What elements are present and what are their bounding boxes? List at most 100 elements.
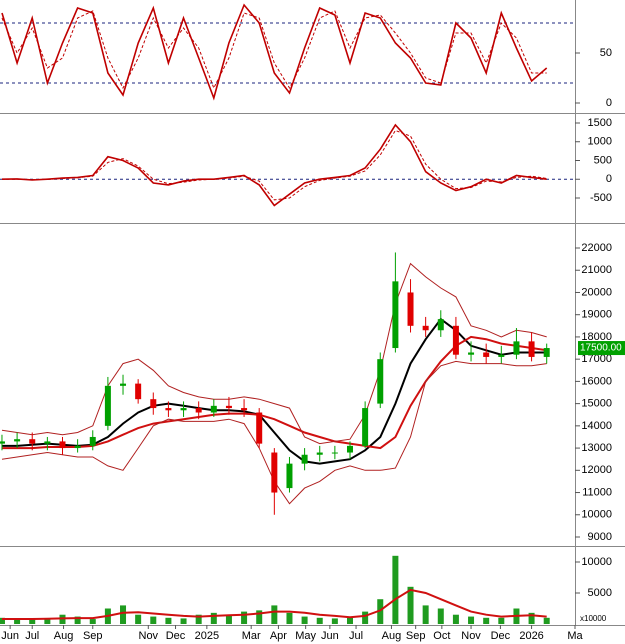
- volume-bar: [44, 618, 51, 625]
- candle-body: [29, 439, 36, 444]
- x-tick-label: Aug: [382, 630, 402, 642]
- volume-bar: [14, 619, 21, 625]
- candle-body: [377, 359, 384, 404]
- x-tick-label: Nov: [461, 630, 481, 642]
- x-tick-label: Mar: [242, 630, 261, 642]
- volume-ma-line: [2, 588, 547, 620]
- candle-body: [316, 452, 323, 455]
- y-tick-label: 11000: [582, 486, 612, 498]
- volume-bar: [74, 616, 81, 625]
- y-tick-label: 16000: [581, 375, 612, 387]
- candle-body: [0, 441, 5, 444]
- candle-body: [301, 454, 308, 464]
- volume-bar: [89, 619, 96, 625]
- candle-body: [165, 408, 172, 411]
- candle-body: [241, 408, 248, 411]
- y-tick-label: 21000: [581, 264, 612, 276]
- candle-body: [407, 292, 414, 326]
- volume-bar: [392, 555, 399, 625]
- overlay-line: [1, 262, 547, 445]
- volume-bar: [135, 614, 142, 625]
- volume-bar: [316, 617, 323, 625]
- volume-bar: [422, 605, 429, 625]
- volume-bar: [286, 612, 293, 625]
- candle-body: [468, 352, 475, 355]
- y-tick-label: 1000: [588, 136, 612, 148]
- y-tick-label: 13000: [581, 442, 612, 454]
- volume-bar: [407, 586, 414, 625]
- y-tick-label: 12000: [581, 464, 612, 476]
- x-tick-label: Dec: [491, 630, 511, 642]
- volume-bar: [346, 617, 353, 625]
- y-tick-label: 17000: [581, 353, 612, 365]
- candle-body: [392, 281, 399, 349]
- volume-bar: [377, 599, 384, 625]
- x-tick-label: Sep: [83, 630, 103, 642]
- candle-body: [256, 412, 263, 444]
- y-tick-label: 9000: [588, 531, 612, 543]
- y-tick-label: 10000: [581, 509, 612, 521]
- x-tick-label: Jul: [349, 630, 363, 642]
- series-line: [1, 123, 547, 207]
- volume-bar: [483, 617, 490, 625]
- volume-bar: [301, 616, 308, 625]
- candle-body: [286, 463, 293, 489]
- x-tick-label: Jul: [25, 630, 39, 642]
- volume-bar: [528, 612, 535, 625]
- x-tick-label: May: [295, 630, 316, 642]
- candle-body: [528, 341, 535, 357]
- volume-bar: [120, 605, 127, 625]
- volume-bar: [437, 608, 444, 625]
- y-tick-label: 0: [606, 97, 612, 109]
- y-tick-label: 19000: [581, 309, 612, 321]
- series-line: [1, 129, 547, 201]
- volume-bar: [225, 614, 232, 625]
- volume-bar: [331, 618, 338, 625]
- unit-label: x10000: [580, 614, 607, 623]
- y-tick-label: 20000: [581, 286, 612, 298]
- candle-body: [437, 319, 444, 331]
- y-tick-label: -500: [590, 192, 612, 204]
- volume-bar: [256, 610, 263, 625]
- x-tick-label: Apr: [270, 630, 287, 642]
- candle-body: [89, 436, 96, 446]
- x-tick-label: Ma: [567, 630, 583, 642]
- candle-body: [422, 325, 429, 331]
- volume-bar: [468, 616, 475, 625]
- y-tick-label: 0: [606, 173, 612, 185]
- candle-body: [14, 439, 21, 442]
- volume-bar: [241, 611, 248, 625]
- candle-body: [543, 348, 550, 357]
- y-tick-label: 15000: [581, 398, 612, 410]
- series-line: [1, 10, 547, 90]
- candle-body: [346, 445, 353, 453]
- volume-bar: [362, 611, 369, 625]
- candle-body: [120, 383, 127, 386]
- x-tick-label: 2026: [519, 630, 543, 642]
- candle-body: [135, 383, 142, 400]
- x-tick-label: Sep: [406, 630, 426, 642]
- volume-bar: [0, 617, 5, 625]
- volume-bar: [165, 617, 172, 625]
- x-tick-label: Aug: [54, 630, 74, 642]
- candle-body: [210, 405, 217, 413]
- candle-body: [225, 405, 232, 409]
- candle-body: [362, 408, 369, 446]
- volume-bar: [150, 616, 157, 625]
- y-tick-label: 22000: [581, 242, 612, 254]
- candle-body: [104, 385, 111, 426]
- y-tick-label: 14000: [581, 420, 612, 432]
- candle-body: [44, 441, 51, 444]
- price-label: 17500.00: [580, 343, 622, 354]
- volume-bar: [452, 614, 459, 625]
- x-tick-label: Jun: [1, 630, 19, 642]
- y-tick-label: 500: [594, 154, 612, 166]
- candle-body: [59, 441, 66, 449]
- candle-body: [195, 408, 202, 413]
- y-tick-label: 50: [600, 47, 612, 59]
- candle-body: [331, 452, 338, 454]
- y-tick-label: 10000: [581, 556, 612, 568]
- candle-body: [498, 354, 505, 357]
- candle-body: [180, 408, 187, 411]
